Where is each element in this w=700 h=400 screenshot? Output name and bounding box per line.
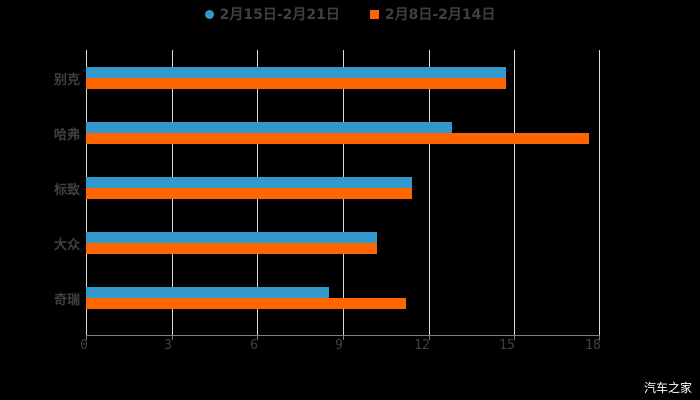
square-marker-icon <box>369 9 379 19</box>
category-label: 哈弗 <box>53 128 80 143</box>
x-tick-label: 3 <box>164 338 172 353</box>
bar-大众-series-0[interactable] <box>86 232 378 243</box>
x-tick <box>343 335 344 340</box>
gridline <box>599 50 600 335</box>
bar-标致-series-0[interactable] <box>86 177 412 188</box>
x-tick <box>171 335 173 340</box>
x-tick <box>428 335 430 340</box>
category-label: 别克 <box>53 73 80 88</box>
bar-标致-series-1[interactable] <box>86 188 412 199</box>
category-label: 奇瑞 <box>53 293 80 308</box>
bar-大众-series-1[interactable] <box>86 243 378 254</box>
bar-哈弗-series-0[interactable] <box>86 122 452 133</box>
x-tick-label: 0 <box>80 338 88 353</box>
x-tick-label: 18 <box>585 338 601 353</box>
gridline <box>428 50 430 335</box>
legend-label: 2月8日-2月14日 <box>384 7 496 23</box>
x-tick <box>514 335 516 340</box>
gridline <box>514 50 516 335</box>
x-tick <box>86 335 87 340</box>
bar-别克-series-1[interactable] <box>86 78 506 89</box>
category-label: 标致 <box>53 183 80 198</box>
x-tick <box>599 335 600 340</box>
bar-哈弗-series-1[interactable] <box>86 133 589 144</box>
chart-legend: 2月15日-2月21日 2月8日-2月14日 <box>0 4 700 24</box>
x-tick-label: 9 <box>335 338 343 353</box>
x-tick <box>257 335 259 340</box>
bar-奇瑞-series-0[interactable] <box>86 287 329 298</box>
legend-label: 2月15日-2月21日 <box>219 7 340 23</box>
x-tick-label: 12 <box>414 338 430 353</box>
legend-item-series-1[interactable]: 2月8日-2月14日 <box>369 4 496 24</box>
x-tick-label: 15 <box>499 338 515 353</box>
bar-别克-series-0[interactable] <box>86 67 506 78</box>
legend-item-series-0[interactable]: 2月15日-2月21日 <box>204 4 340 24</box>
x-tick-label: 6 <box>250 338 258 353</box>
circle-marker-icon <box>204 9 214 19</box>
watermark: 汽车之家 <box>643 381 692 395</box>
category-label: 大众 <box>53 238 80 253</box>
bar-奇瑞-series-1[interactable] <box>86 298 406 309</box>
